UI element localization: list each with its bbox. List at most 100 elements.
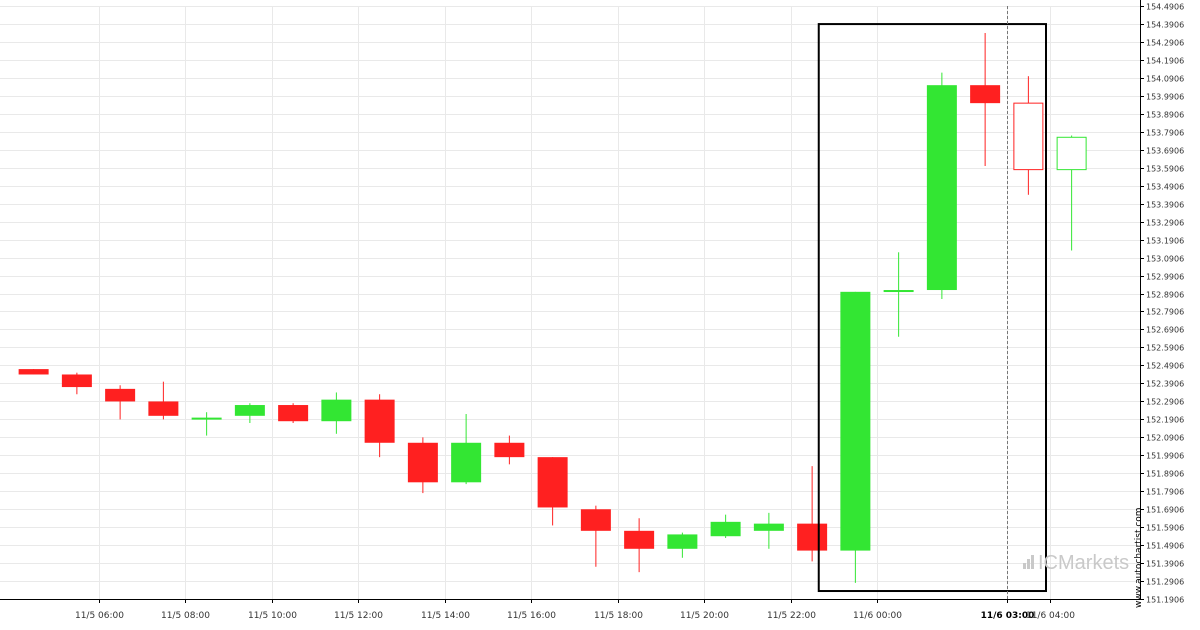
candle-down <box>105 385 136 420</box>
candle-up <box>451 414 482 485</box>
axes: 154.4906 154.3906 154.2906 154.1906 154.0906… <box>0 0 1184 621</box>
y-tick-label: 153.0906 <box>1146 255 1184 264</box>
candle-up <box>926 72 957 300</box>
candle-down <box>407 437 438 494</box>
y-tick-label: 151.3906 <box>1146 560 1184 569</box>
candle-down <box>18 369 49 375</box>
y-tick-label: 153.9906 <box>1146 93 1184 102</box>
candle-body <box>1013 102 1044 171</box>
y-tick-label: 151.6906 <box>1146 506 1184 515</box>
candle-body <box>321 399 352 422</box>
candle-body <box>926 85 957 291</box>
autochartist-credit: www.autochartist.com <box>1134 507 1144 608</box>
watermark-ic: IC <box>1038 552 1058 574</box>
y-tick-label: 151.1906 <box>1146 596 1184 605</box>
candle-down <box>61 372 92 395</box>
candle-body <box>840 291 871 551</box>
candle-body <box>278 405 309 422</box>
y-tick-label: 152.9906 <box>1146 273 1184 282</box>
x-tick-label: 11/5 12:00 <box>334 611 383 621</box>
candle-body <box>537 457 568 508</box>
x-tick-label: 11/5 06:00 <box>75 611 124 621</box>
x-tick-label: 11/6 04:00 <box>1026 611 1075 621</box>
candle-up <box>883 252 914 337</box>
candle-down <box>970 33 1001 167</box>
y-tick-label: 152.2906 <box>1146 398 1184 407</box>
candle-body <box>105 388 136 402</box>
candle-body <box>407 442 438 483</box>
y-tick-label: 153.8906 <box>1146 111 1184 120</box>
y-tick-label: 151.2906 <box>1146 578 1184 587</box>
candle-down <box>278 403 309 424</box>
candle-down <box>797 466 828 562</box>
candle-up <box>234 403 265 424</box>
y-tick-label: 151.5906 <box>1146 524 1184 533</box>
y-tick-label: 152.5906 <box>1146 344 1184 353</box>
candle-down <box>537 457 568 526</box>
x-tick-label: 11/5 20:00 <box>680 611 729 621</box>
y-tick-label: 154.1906 <box>1146 57 1184 66</box>
candle-down <box>1013 76 1044 195</box>
pattern-highlight-box <box>817 23 1047 593</box>
y-tick-label: 154.2906 <box>1146 39 1184 48</box>
candle-body <box>624 530 655 549</box>
y-tick-label: 153.7906 <box>1146 129 1184 138</box>
y-tick-label: 151.7906 <box>1146 488 1184 497</box>
watermark-markets: Markets <box>1058 552 1130 574</box>
y-tick-label: 153.4906 <box>1146 183 1184 192</box>
candles <box>18 33 1087 583</box>
candle-body <box>451 442 482 483</box>
candle-body <box>61 374 92 388</box>
grid <box>0 6 1140 600</box>
candle-body <box>970 85 1001 104</box>
y-tick-label: 154.3906 <box>1146 21 1184 30</box>
overlays <box>817 6 1047 599</box>
x-tick-label: 11/5 18:00 <box>594 611 643 621</box>
y-tick-label: 152.8906 <box>1146 291 1184 300</box>
candle-up <box>321 392 352 434</box>
candle-body <box>753 523 784 531</box>
x-tick-label: 11/5 08:00 <box>161 611 210 621</box>
candle-body <box>494 442 525 458</box>
candle-body <box>883 290 914 293</box>
candle-body <box>18 369 49 375</box>
x-tick-label: 11/5 10:00 <box>248 611 297 621</box>
candle-body <box>667 534 698 549</box>
candle-body <box>364 399 395 443</box>
y-tick-label: 153.1906 <box>1146 237 1184 246</box>
y-tick-label: 152.6906 <box>1146 326 1184 335</box>
candle-body <box>191 417 222 420</box>
y-tick-label: 152.3906 <box>1146 380 1184 389</box>
y-tick-label: 152.4906 <box>1146 362 1184 371</box>
candle-body <box>234 405 265 416</box>
candle-up <box>840 291 871 583</box>
y-tick-label: 152.1906 <box>1146 416 1184 425</box>
candle-body <box>148 401 179 416</box>
candle-body <box>797 523 828 551</box>
candle-down <box>148 381 179 420</box>
y-tick-label: 151.4906 <box>1146 542 1184 551</box>
x-tick-label: 11/5 16:00 <box>507 611 556 621</box>
candle-down <box>494 435 525 465</box>
y-tick-label: 151.8906 <box>1146 470 1184 479</box>
candle-down <box>364 394 395 458</box>
y-tick-label: 151.9906 <box>1146 452 1184 461</box>
y-tick-label: 154.4906 <box>1146 3 1184 12</box>
logo-bars-icon <box>1023 552 1035 575</box>
y-tick-label: 153.5906 <box>1146 165 1184 174</box>
x-tick-label: 11/6 00:00 <box>853 611 902 621</box>
candle-body <box>1056 136 1087 171</box>
candle-up <box>710 514 741 539</box>
candle-up <box>667 532 698 558</box>
icmarkets-watermark: ICMarkets <box>1023 552 1129 575</box>
candle-up <box>753 512 784 549</box>
x-tick-label: 11/6 03:00 <box>981 611 1035 621</box>
candle-up <box>1056 135 1087 251</box>
y-tick-label: 153.6906 <box>1146 147 1184 156</box>
candle-down <box>624 518 655 573</box>
x-tick-label: 11/5 14:00 <box>421 611 470 621</box>
y-tick-label: 152.0906 <box>1146 434 1184 443</box>
candle-up <box>191 412 222 436</box>
